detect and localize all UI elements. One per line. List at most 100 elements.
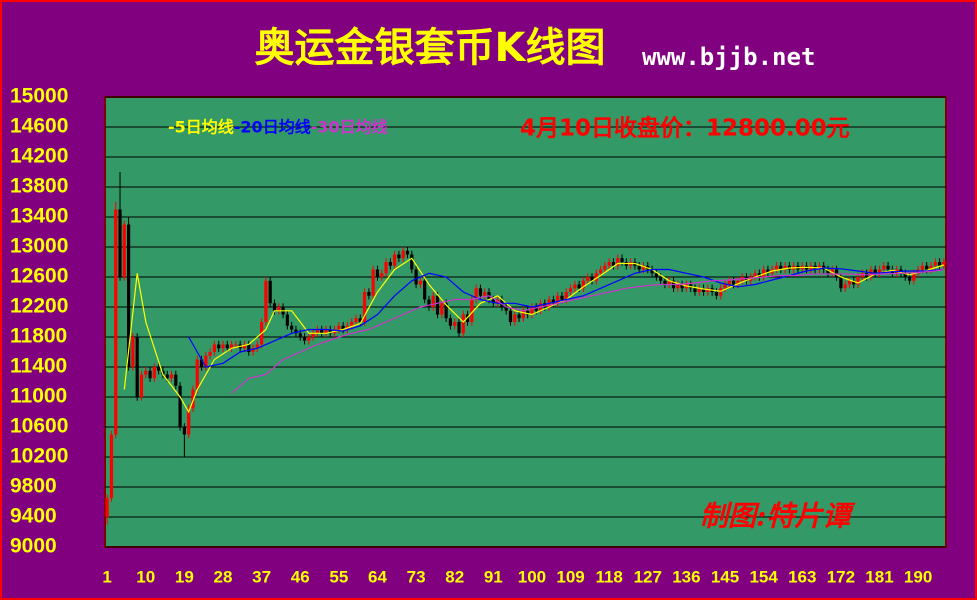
subtitle: www.bjjb.net: [642, 43, 815, 71]
candle-body: [135, 337, 139, 397]
chart-title: 奥运金银套币K线图: [255, 25, 606, 71]
y-tick-label: 13400: [10, 205, 68, 228]
candle-body: [470, 299, 474, 322]
candle-body: [208, 352, 212, 356]
x-tick-label: 19: [175, 567, 194, 586]
candle-body: [371, 269, 375, 296]
candle-body: [517, 314, 521, 319]
candle-body: [427, 299, 431, 307]
candle-body: [354, 318, 358, 322]
candle-body: [341, 325, 345, 330]
candle-body: [350, 322, 354, 326]
candle-body: [719, 288, 723, 296]
x-tick-label: 154: [749, 567, 778, 586]
candle-body: [886, 265, 890, 270]
candle-body: [126, 224, 131, 367]
candle-body: [650, 269, 654, 274]
candle-body: [375, 269, 380, 277]
candle-body: [882, 265, 886, 270]
candle-body: [839, 277, 843, 289]
candle-body: [448, 318, 453, 326]
candle-body: [852, 280, 856, 285]
candle-body: [693, 288, 697, 292]
candle-body: [556, 295, 560, 304]
candle-body: [483, 292, 487, 296]
candle-body: [109, 434, 114, 499]
candle-body: [929, 265, 933, 270]
x-tick-label: 46: [291, 567, 310, 586]
candle-body: [603, 265, 607, 270]
candle-body: [440, 303, 444, 315]
candle-body: [676, 284, 680, 289]
legend-entry: -20日均线: [234, 118, 311, 137]
candle-body: [131, 337, 135, 367]
candle-body: [680, 284, 684, 289]
candle-body: [225, 344, 229, 349]
candle-body: [903, 273, 907, 277]
candle-body: [457, 322, 461, 334]
candle-body: [732, 280, 736, 285]
x-tick-label: 28: [214, 567, 233, 586]
candle-body: [169, 374, 174, 379]
candle-body: [435, 295, 440, 315]
x-tick-label: 37: [252, 567, 271, 586]
candle-body: [577, 284, 581, 289]
candle-body: [285, 314, 289, 326]
candle-body: [478, 288, 483, 296]
y-tick-label: 10600: [10, 415, 68, 438]
candle-body: [234, 344, 238, 346]
candle-body: [560, 295, 564, 300]
y-tick-label: 11000: [10, 385, 67, 408]
annotation: 4月10日收盘价：12800.00元: [520, 115, 850, 142]
candle-body: [534, 307, 538, 311]
candle-body: [465, 314, 470, 322]
candle-body: [401, 250, 405, 259]
candle-body: [942, 262, 946, 266]
candle-body: [247, 344, 251, 352]
y-tick-label: 11800: [10, 325, 67, 348]
candle-body: [431, 295, 435, 307]
candle-body: [504, 307, 508, 311]
y-tick-label: 9800: [10, 475, 57, 498]
candle-body: [268, 280, 272, 304]
candle-body: [204, 355, 208, 367]
candle-body: [573, 284, 577, 289]
candle-body: [362, 292, 367, 322]
candle-body: [221, 344, 225, 349]
candle-body: [753, 273, 757, 277]
x-tick-label: 190: [904, 567, 932, 586]
candle-body: [380, 273, 384, 277]
y-tick-label: 9000: [10, 535, 57, 558]
marks: [105, 172, 946, 525]
candle-body: [697, 288, 701, 292]
y-tick-label: 14600: [10, 115, 68, 138]
candle-body: [315, 329, 319, 334]
candle-body: [461, 314, 465, 334]
x-tick-label: 73: [407, 567, 426, 586]
candle-body: [410, 254, 414, 270]
candle-body: [521, 310, 525, 319]
candle-body: [925, 265, 929, 270]
candle-body: [856, 277, 860, 285]
y-tick-label: 14200: [10, 145, 68, 168]
candle-body: [122, 224, 126, 277]
candle-body: [161, 370, 165, 375]
candle-body: [290, 325, 294, 330]
x-tick-label: 55: [329, 567, 348, 586]
x-tick-label: 145: [711, 567, 739, 586]
y-tick-label: 10200: [10, 445, 68, 468]
candle-body: [667, 280, 671, 285]
candle-body: [873, 269, 877, 274]
candle-body: [191, 389, 195, 409]
candle-body: [388, 262, 392, 266]
candle-body: [701, 288, 706, 292]
candle-body: [307, 337, 311, 341]
candle-body: [294, 329, 298, 334]
legend-entry: -30日均线: [311, 118, 388, 137]
candle-body: [367, 292, 371, 296]
x-tick-label: 109: [556, 567, 584, 586]
candle-body: [659, 277, 663, 281]
y-tick-label: 13800: [10, 175, 68, 198]
candle-body: [568, 288, 573, 292]
